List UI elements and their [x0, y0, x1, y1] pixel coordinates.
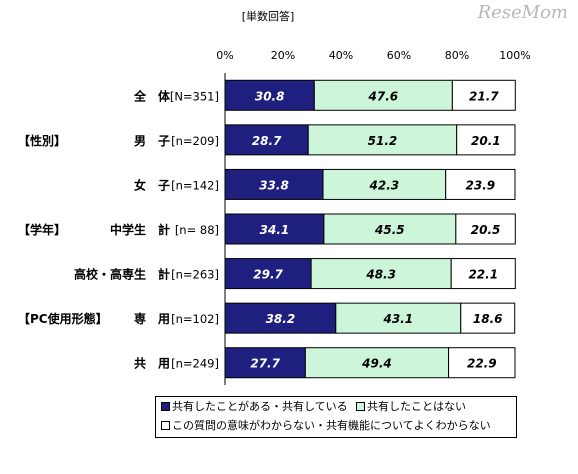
- data-label-shared: 33.8: [259, 178, 289, 192]
- data-label-unknown: 22.1: [468, 268, 498, 282]
- bar-never-shared: [310, 258, 452, 290]
- legend-swatch-shared: [161, 402, 170, 411]
- legend: 共有したことがある・共有している 共有したことはない この質問の意味がわからない…: [155, 396, 517, 438]
- bar-never-shared: [323, 213, 457, 245]
- row-n-label: [n=249]: [171, 357, 219, 371]
- row-group-label: 【性別】: [18, 133, 66, 148]
- chart-title: [単数回答]: [242, 9, 295, 23]
- bar-unknown: [448, 347, 516, 379]
- row-group-label: 【学年】: [18, 222, 66, 237]
- bar-shared: [224, 79, 315, 111]
- bar-shared: [224, 258, 312, 290]
- data-label-unknown: 21.7: [469, 89, 499, 103]
- row-label: 男 子: [134, 134, 170, 148]
- bar-unknown: [455, 213, 516, 245]
- bar-unknown: [450, 258, 516, 290]
- x-tick-label: 60%: [387, 49, 411, 62]
- legend-item-shared: 共有したことがある・共有している: [161, 400, 348, 414]
- bar-unknown: [460, 302, 516, 334]
- row-label: 全 体: [133, 88, 171, 103]
- x-tick-label: 100%: [499, 49, 530, 62]
- watermark-logo: ReseMom: [477, 2, 568, 23]
- row-label: 専 用: [134, 311, 170, 326]
- x-tick-label: 20%: [271, 49, 295, 62]
- data-label-shared: 29.7: [253, 268, 283, 282]
- data-label-unknown: 20.5: [471, 223, 501, 237]
- row-n-label: [n=209]: [171, 134, 219, 148]
- row-n-label: [n= 88]: [175, 223, 219, 237]
- data-label-never-shared: 47.6: [368, 89, 399, 103]
- data-label-never-shared: 48.3: [365, 268, 396, 282]
- row-n-label: [n=142]: [171, 178, 219, 192]
- row-n-label: [n=263]: [171, 268, 219, 282]
- bar-unknown: [456, 124, 516, 156]
- data-label-never-shared: 51.2: [368, 134, 398, 148]
- data-label-never-shared: 43.1: [382, 312, 413, 326]
- data-label-never-shared: 49.4: [361, 357, 392, 371]
- data-label-shared: 30.8: [255, 89, 285, 103]
- legend-swatch-unknown: [161, 421, 170, 430]
- data-label-shared: 27.7: [250, 357, 280, 371]
- row-label: 共 用: [134, 356, 170, 371]
- bar-shared: [224, 302, 337, 334]
- legend-label-unknown: この質問の意味がわからない・共有機能についてよくわからない: [172, 419, 491, 432]
- legend-swatch-never-shared: [356, 402, 365, 411]
- row-label: 高校・高専生 計: [74, 267, 170, 282]
- legend-label-shared: 共有したことがある・共有している: [172, 400, 348, 413]
- data-label-unknown: 22.9: [467, 357, 497, 371]
- bar-never-shared: [335, 302, 462, 334]
- bar-shared: [224, 124, 309, 156]
- data-label-shared: 38.2: [266, 312, 296, 326]
- x-tick-label: 0%: [216, 49, 233, 62]
- data-label-never-shared: 42.3: [369, 178, 400, 192]
- data-label-unknown: 23.9: [466, 178, 496, 192]
- row-n-label: [n=102]: [171, 312, 219, 326]
- data-label-never-shared: 45.5: [374, 223, 405, 237]
- row-n-label: [N=351]: [170, 89, 219, 103]
- legend-item-unknown: この質問の意味がわからない・共有機能についてよくわからない: [161, 419, 491, 433]
- x-tick-label: 40%: [329, 49, 353, 62]
- legend-label-never-shared: 共有したことはない: [367, 400, 466, 413]
- bar-never-shared: [313, 79, 453, 111]
- row-label: 中学生 計: [110, 222, 170, 237]
- bar-unknown: [445, 168, 516, 200]
- bar-never-shared: [322, 168, 447, 200]
- x-tick-label: 80%: [445, 49, 469, 62]
- bar-shared: [224, 168, 324, 200]
- bar-never-shared: [307, 124, 458, 156]
- data-label-unknown: 18.6: [473, 312, 503, 326]
- bar-unknown: [451, 79, 516, 111]
- row-group-label: 【PC使用形態】: [18, 311, 108, 326]
- data-label-shared: 34.1: [260, 223, 290, 237]
- row-label: 女 子: [134, 177, 170, 192]
- data-label-unknown: 20.1: [471, 134, 501, 148]
- data-label-shared: 28.7: [252, 134, 282, 148]
- legend-item-never-shared: 共有したことはない: [356, 400, 466, 414]
- bar-shared: [224, 213, 325, 245]
